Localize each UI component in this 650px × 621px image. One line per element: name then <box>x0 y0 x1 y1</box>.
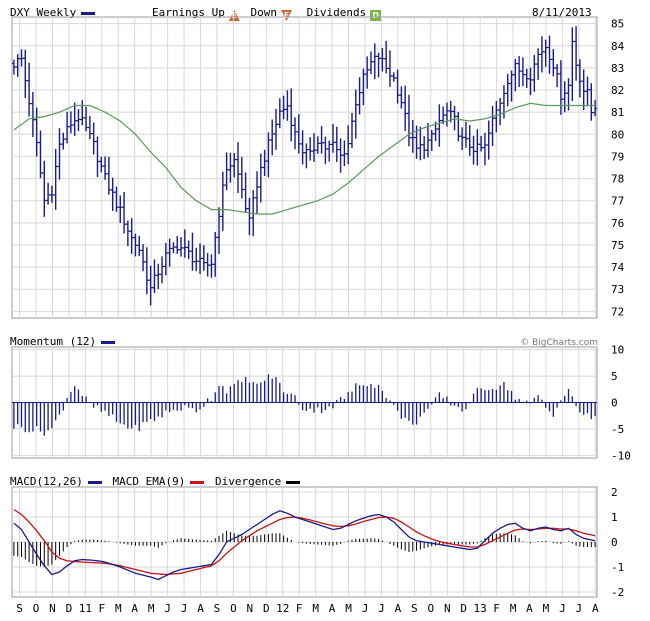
dividends-label: Dividends <box>306 6 367 19</box>
x-tick-label: J <box>362 602 369 615</box>
x-tick-label: M <box>148 602 155 615</box>
macd-swatch <box>87 480 102 484</box>
price-tick-label: 83 <box>611 62 624 75</box>
x-tick-label: D <box>263 602 270 615</box>
earnings-legend: Earnings Up E Down E Dividends D <box>152 6 382 21</box>
x-tick-label: S <box>214 602 221 615</box>
macd-line <box>13 510 596 581</box>
divergence-label: Divergence <box>214 475 282 488</box>
x-tick-label: M <box>510 602 517 615</box>
price-frame <box>11 16 598 319</box>
momentum-tick-label: 5 <box>611 370 618 383</box>
ema-swatch <box>190 480 205 484</box>
macd-label: MACD(12,26) <box>10 475 83 488</box>
momentum-label: Momentum (12) <box>10 335 97 348</box>
x-tick-label: O <box>427 602 434 615</box>
earnings-down-icon: E <box>280 10 292 21</box>
macd-legend: MACD(12,26) MACD EMA(9) Divergence <box>10 475 301 488</box>
x-tick-label: M <box>345 602 352 615</box>
momentum-swatch <box>101 340 116 344</box>
earnings-down-label: Down <box>250 6 277 19</box>
momentum-tick-label: -10 <box>611 449 631 462</box>
x-tick-label: J <box>181 602 188 615</box>
moving-average-line <box>13 102 596 215</box>
x-tick-label: J <box>378 602 385 615</box>
price-tick-label: 80 <box>611 128 624 141</box>
price-tick-label: 82 <box>611 84 624 97</box>
x-tick-label: J <box>576 602 583 615</box>
ema-label: MACD EMA(9) <box>112 475 186 488</box>
x-tick-label: S <box>16 602 23 615</box>
x-tick-label: N <box>247 602 254 615</box>
price-tick-label: 85 <box>611 18 624 31</box>
x-tick-label: 12 <box>276 602 289 615</box>
x-tick-label: M <box>312 602 319 615</box>
divergence-swatch <box>286 480 301 484</box>
price-tick-label: 78 <box>611 173 624 186</box>
credit-text: © BigCharts.com <box>520 338 598 348</box>
price-tick-label: 79 <box>611 150 624 163</box>
x-tick-label: A <box>131 602 138 615</box>
price-tick-label: 72 <box>611 305 624 318</box>
x-tick-label: M <box>115 602 122 615</box>
x-tick-label: J <box>559 602 566 615</box>
x-tick-label: N <box>49 602 56 615</box>
macd-tick-label: 2 <box>611 486 618 499</box>
x-tick-label: F <box>99 602 106 615</box>
x-tick-label: F <box>493 602 500 615</box>
price-tick-label: 76 <box>611 217 624 230</box>
macd-tick-label: 1 <box>611 511 618 524</box>
x-tick-label: A <box>197 602 204 615</box>
x-tick-label: 11 <box>79 602 92 615</box>
price-tick-label: 73 <box>611 283 624 296</box>
symbol-label: DXY Weekly <box>10 6 77 19</box>
x-tick-label: D <box>460 602 467 615</box>
x-tick-label: S <box>411 602 418 615</box>
x-tick-label: A <box>526 602 533 615</box>
earnings-up-label: Up <box>211 6 225 19</box>
macd-tick-label: -2 <box>611 586 624 599</box>
x-tick-label: J <box>164 602 171 615</box>
momentum-tick-label: -5 <box>611 423 624 436</box>
x-tick-label: A <box>592 602 599 615</box>
dividends-icon: D <box>370 10 382 21</box>
macd-tick-label: 0 <box>611 536 618 549</box>
price-tick-label: 84 <box>611 40 625 53</box>
price-tick-label: 74 <box>611 261 625 274</box>
x-tick-label: N <box>444 602 451 615</box>
x-tick-label: D <box>66 602 73 615</box>
x-tick-label: O <box>230 602 237 615</box>
macd-tick-label: -1 <box>611 561 624 574</box>
earnings-up-icon: E <box>228 10 240 21</box>
x-tick-label: O <box>33 602 40 615</box>
x-tick-label: 13 <box>474 602 487 615</box>
price-swatch <box>81 11 96 15</box>
x-tick-label: F <box>296 602 303 615</box>
price-tick-label: 81 <box>611 106 624 119</box>
momentum-tick-label: 0 <box>611 397 618 410</box>
earnings-label: Earnings <box>152 6 205 19</box>
x-tick-label: A <box>395 602 402 615</box>
momentum-tick-label: 10 <box>611 344 624 357</box>
price-tick-label: 77 <box>611 195 624 208</box>
momentum-legend: Momentum (12) <box>10 335 116 348</box>
x-tick-label: M <box>543 602 550 615</box>
symbol-legend: DXY Weekly <box>10 6 96 19</box>
chart-date: 8/11/2013 <box>532 6 592 19</box>
price-tick-label: 75 <box>611 239 624 252</box>
x-tick-label: A <box>329 602 336 615</box>
